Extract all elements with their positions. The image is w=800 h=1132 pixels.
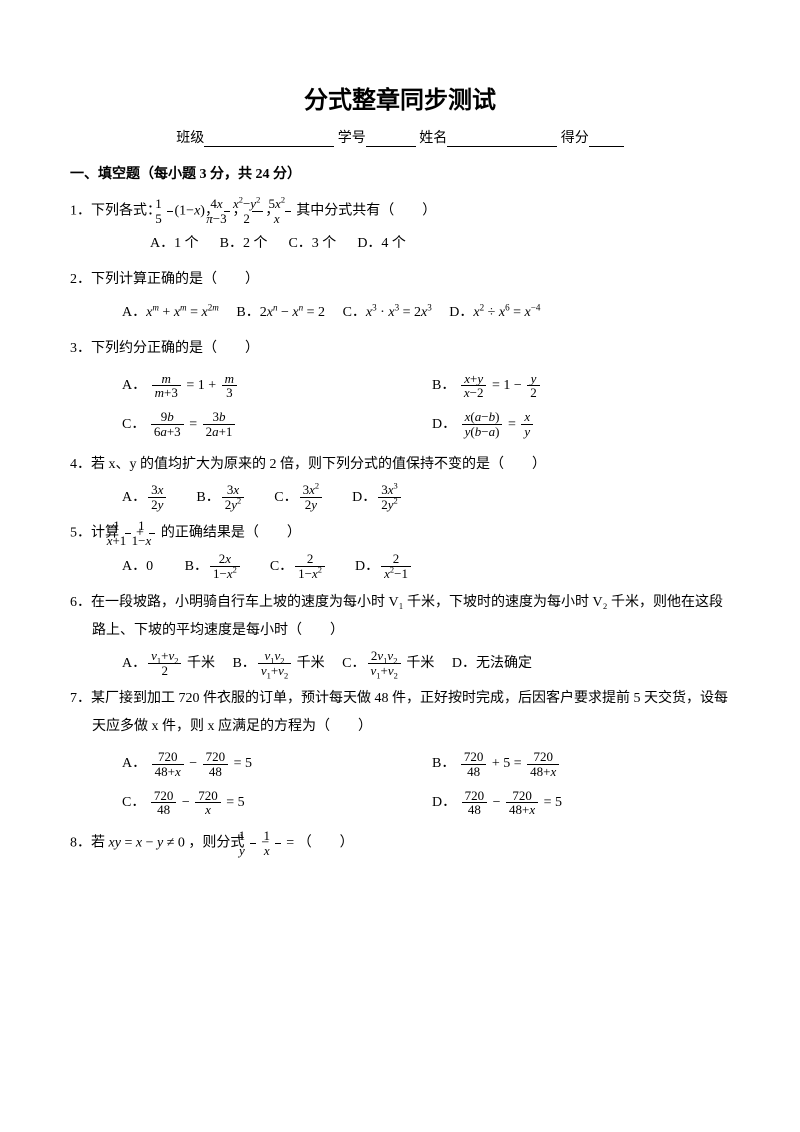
question-2: 2．下列计算正确的是（ ） xyxy=(70,266,730,294)
page: 分式整章同步测试 班级 学号 姓名 得分 一、填空题（每小题 3 分，共 24 … xyxy=(0,0,800,901)
q7-options: A． 72048+x − 72048 = 5 B． 72048 + 5 = 72… xyxy=(70,745,730,823)
question-5: 5．计算 1x+1 + 11−x 的正确结果是（ ） xyxy=(70,519,730,547)
blank-id[interactable] xyxy=(366,146,416,147)
q8-stem-b: ，则分式 xyxy=(188,835,244,850)
page-title: 分式整章同步测试 xyxy=(70,80,730,115)
q2-options: A．xm + xm = x2m B．2xn − xn = 2 C．x3 · x3… xyxy=(70,298,730,329)
question-4: 4．若 x、y 的值均扩大为原来的 2 倍，则下列分式的值保持不变的是（ ） xyxy=(70,451,730,479)
q1-stem-b: 其中分式共有（ ） xyxy=(296,203,436,218)
question-6: 6．在一段坡路，小明骑自行车上坡的速度为每小时 V₁ 千米，下坡时的速度为每小时… xyxy=(70,589,730,645)
blank-name[interactable] xyxy=(447,146,557,147)
question-3: 3．下列约分正确的是（ ） xyxy=(70,335,730,363)
q6-options: A．v1+v22 千米 B．v1v2v1+v2 千米 C．2v1v2v1+v2 … xyxy=(70,649,730,680)
q8-stem-c: （ ） xyxy=(298,835,354,850)
label-class: 班级 xyxy=(176,131,204,146)
info-line: 班级 学号 姓名 得分 xyxy=(70,127,730,147)
q3-options: A． mm+3 = 1 + m3 B． x+yx−2 = 1 − y2 C． 9… xyxy=(70,367,730,445)
q1-stem-a: 1．下列各式： xyxy=(70,203,161,218)
label-id: 学号 xyxy=(338,131,366,146)
question-7: 7．某厂接到加工 720 件衣服的订单，预计每天做 48 件，正好按时完成，后因… xyxy=(70,685,730,741)
section-head-1: 一、填空题（每小题 3 分，共 24 分） xyxy=(70,163,730,183)
q5-stem-b: 的正确结果是（ ） xyxy=(161,526,301,541)
blank-class[interactable] xyxy=(204,146,334,147)
question-8: 8．若 xy = x − y ≠ 0 ，则分式 1y − 1x = （ ） xyxy=(70,829,730,857)
q1-options: A．1 个 B．2 个 C．3 个 D．4 个 xyxy=(70,229,730,260)
q5-options: A．0 B．2x1−x2 C．21−x2 D．2x2−1 xyxy=(70,552,730,583)
label-score: 得分 xyxy=(561,131,589,146)
label-name: 姓名 xyxy=(419,131,447,146)
q8-stem-a: 8．若 xyxy=(70,835,109,850)
question-1: 1．下列各式： 15(1−x)， 4xπ−3， x2−y22， 5x2x 其中分… xyxy=(70,197,730,225)
blank-score[interactable] xyxy=(589,146,624,147)
q4-options: A．3x2y B．3x2y2 C．3x22y D．3x32y2 xyxy=(70,483,730,514)
